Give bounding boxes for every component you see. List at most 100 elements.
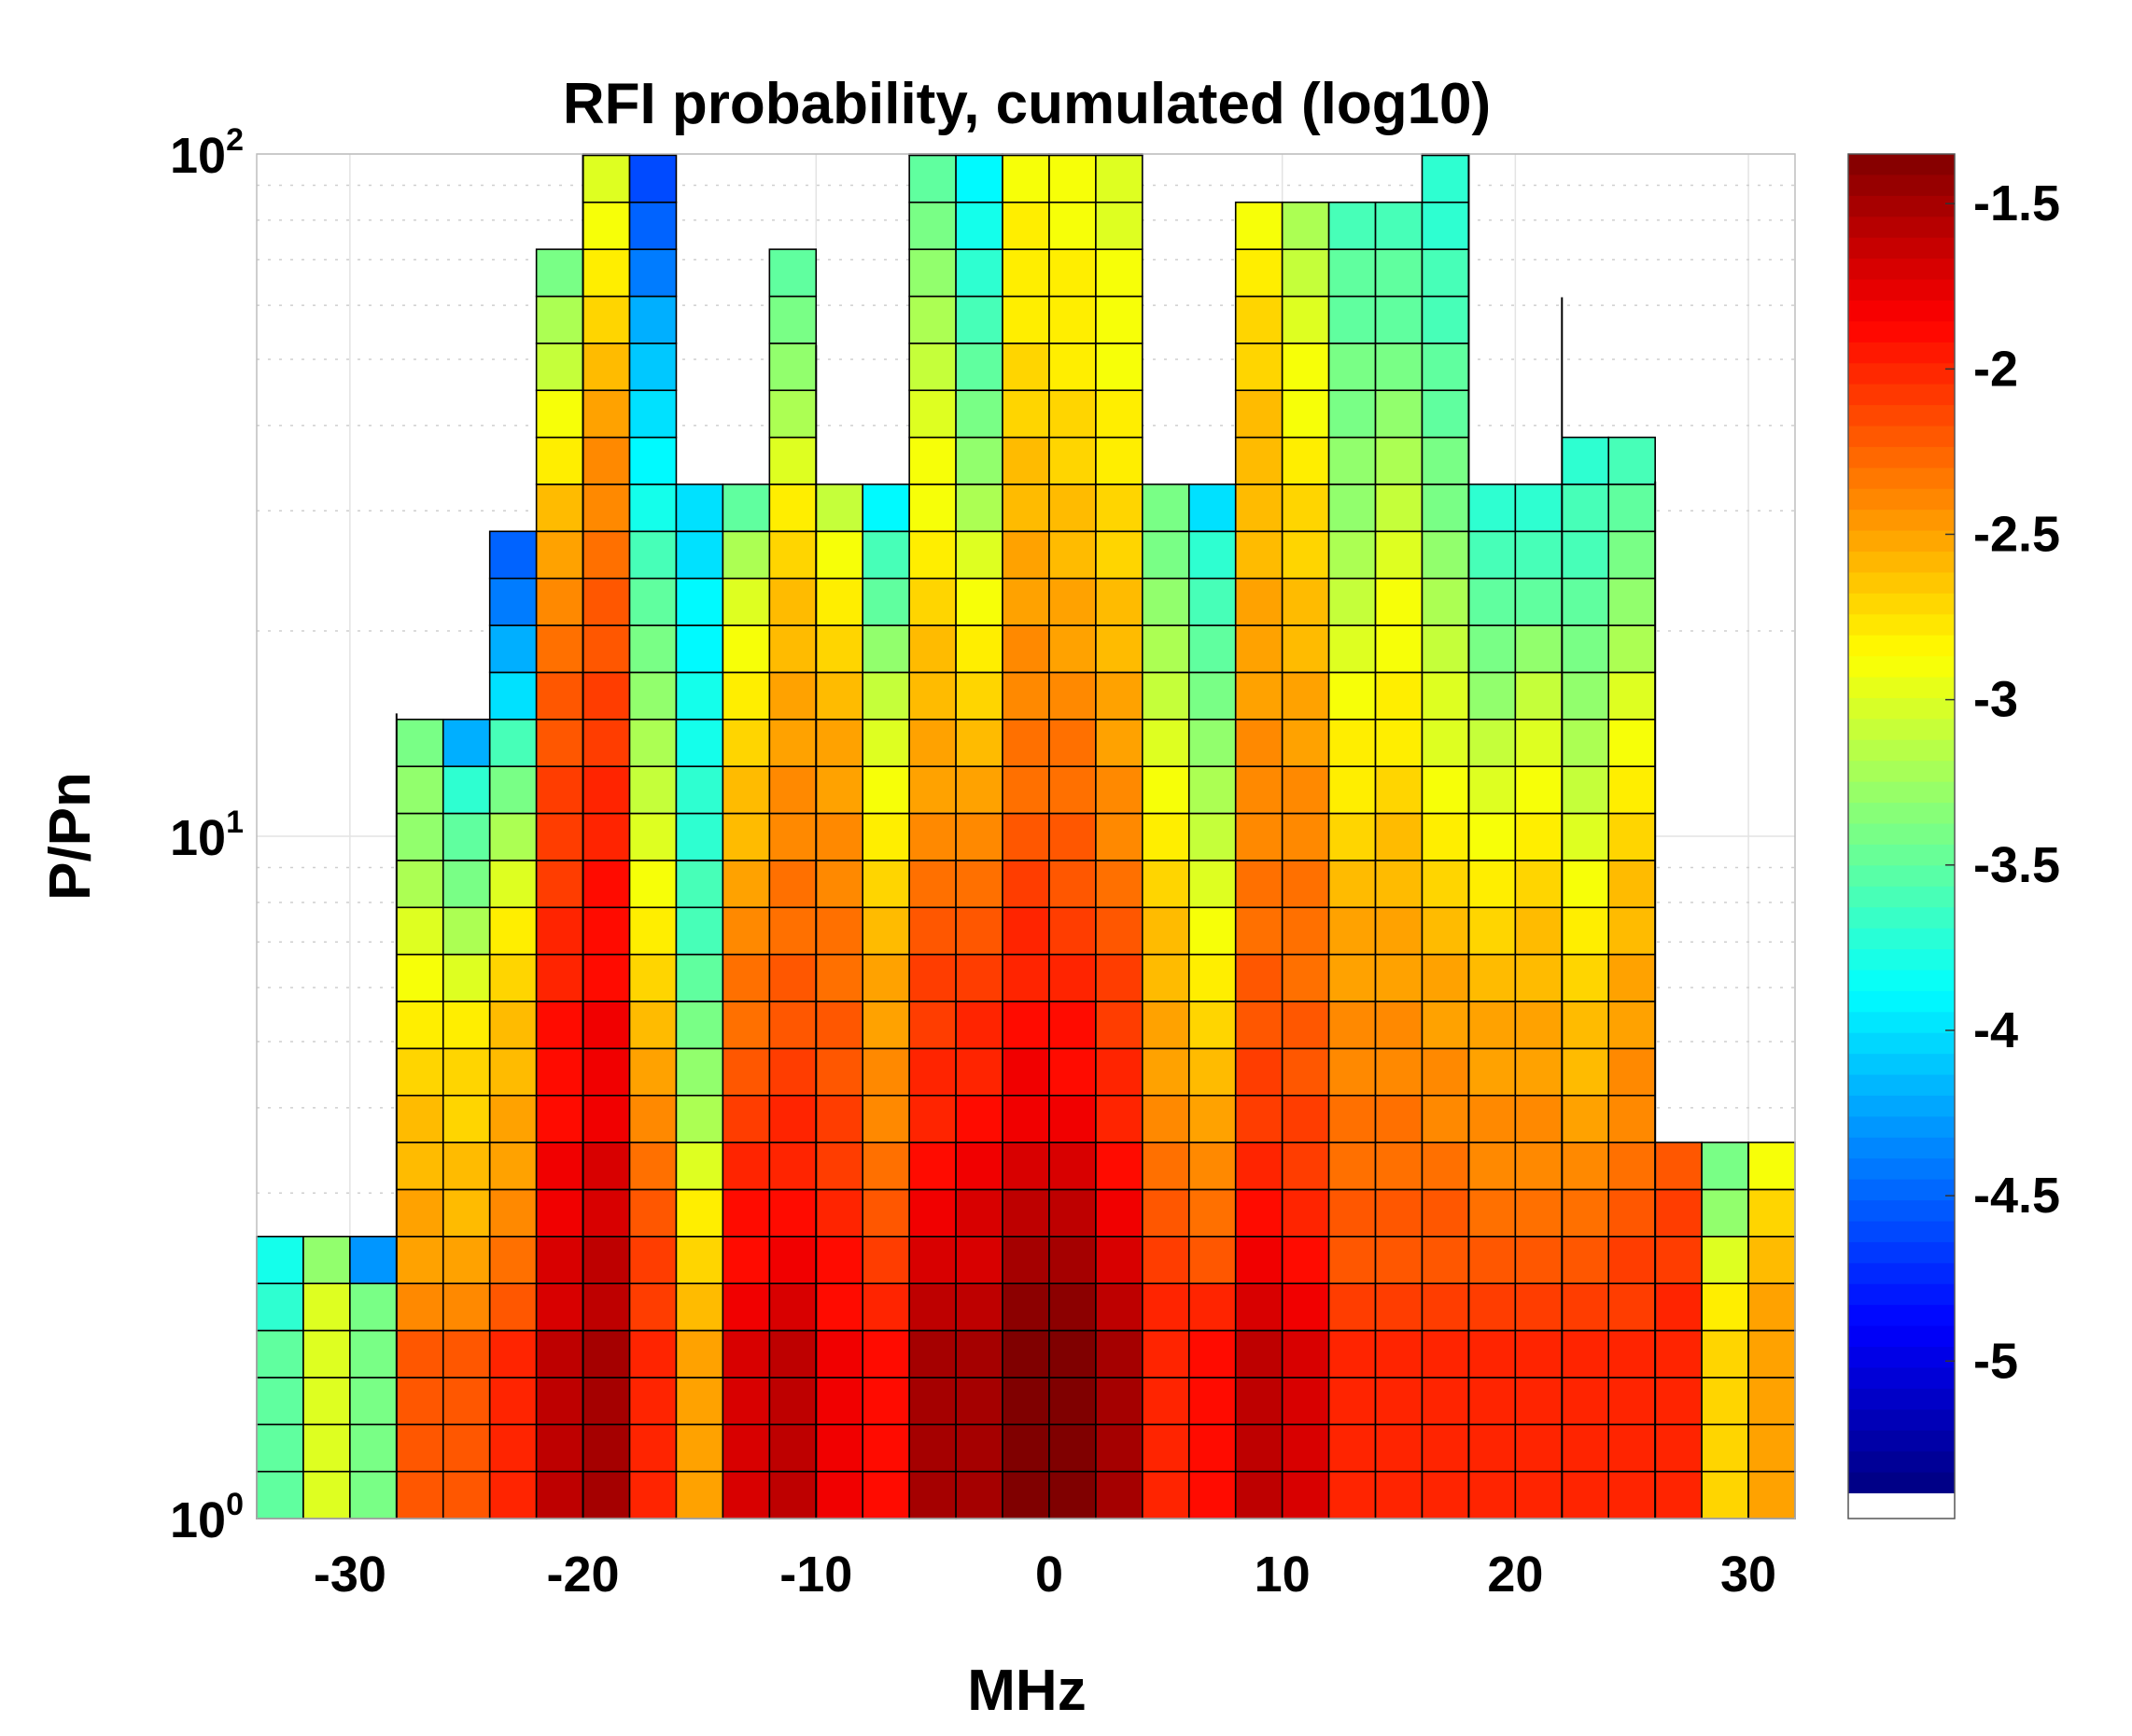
heatmap-cell <box>768 671 818 721</box>
colorbar-band <box>1848 1388 1955 1410</box>
heatmap-cell <box>1327 1423 1377 1473</box>
heatmap-cell <box>722 860 771 909</box>
heatmap-cell <box>908 483 957 533</box>
heatmap-cell <box>1514 1236 1564 1284</box>
heatmap-cell <box>1142 906 1190 956</box>
heatmap-cell <box>908 860 957 909</box>
heatmap-cell <box>815 1236 864 1284</box>
heatmap-cell <box>1467 1094 1517 1143</box>
heatmap-cell <box>582 765 631 815</box>
heatmap-cell <box>862 671 910 721</box>
heatmap-cell <box>1561 436 1610 485</box>
heatmap-cell <box>1048 906 1097 956</box>
heatmap-cell <box>1048 1141 1097 1191</box>
heatmap-cell <box>1327 1094 1377 1143</box>
heatmap-cell <box>1281 1470 1330 1519</box>
heatmap-cell <box>1281 718 1330 767</box>
heatmap-cell <box>1561 1141 1610 1191</box>
colorbar-band <box>1848 1347 1955 1369</box>
heatmap-cell <box>1514 860 1564 909</box>
heatmap-cell <box>1095 624 1143 674</box>
heatmap-cell <box>1374 577 1424 626</box>
heatmap-cell <box>862 1094 910 1143</box>
heatmap-cell <box>1607 1377 1656 1426</box>
heatmap-cell <box>955 1377 1003 1426</box>
heatmap-cell <box>1467 765 1517 815</box>
heatmap-cell <box>1048 154 1097 203</box>
heatmap-cell <box>1374 953 1424 1002</box>
heatmap-cell <box>1187 765 1237 815</box>
heatmap-cell <box>1048 953 1097 1002</box>
heatmap-cell <box>396 1001 444 1050</box>
heatmap-cell <box>1002 1047 1050 1097</box>
heatmap-cell <box>1374 1377 1424 1426</box>
colorbar: -1.5 -2 -2.5 -3 -3.5 -4 -4.5 -5 <box>1847 153 2060 1519</box>
heatmap-cell <box>582 1047 631 1097</box>
heatmap-cell <box>1607 718 1656 767</box>
heatmap-cell <box>488 1047 538 1097</box>
heatmap-cell <box>1374 343 1424 392</box>
heatmap-cell <box>302 1236 351 1284</box>
heatmap-cell <box>628 483 678 533</box>
heatmap-cell <box>908 1141 957 1191</box>
heatmap-cell <box>675 1001 724 1050</box>
heatmap-cell <box>1281 812 1330 861</box>
colorbar-tick-label: -3 <box>1973 672 2018 728</box>
heatmap-cell <box>955 1141 1003 1191</box>
colorbar-band <box>1848 865 1955 888</box>
heatmap-cell <box>1142 1094 1190 1143</box>
heatmap-cell <box>908 530 957 580</box>
colorbar-band <box>1848 1158 1955 1181</box>
heatmap-cell <box>1281 295 1330 344</box>
heatmap-cell <box>582 1329 631 1379</box>
heatmap-cell <box>862 1282 910 1332</box>
heatmap-cell <box>815 1047 864 1097</box>
heatmap-cell <box>535 1377 584 1426</box>
heatmap-cell <box>1281 624 1330 674</box>
heatmap-cell <box>1467 1377 1517 1426</box>
heatmap-cell <box>1095 201 1143 250</box>
heatmap-cell <box>628 1470 678 1519</box>
heatmap-cell <box>396 1423 444 1473</box>
heatmap-cell <box>535 1470 584 1519</box>
heatmap-cell <box>1327 530 1377 580</box>
colorbar-band <box>1848 990 1955 1013</box>
heatmap-cell <box>1095 906 1143 956</box>
heatmap-cell <box>442 1047 491 1097</box>
heatmap-cell <box>1561 953 1610 1002</box>
heatmap-cell <box>1002 1141 1050 1191</box>
heatmap-cell <box>768 860 818 909</box>
heatmap-cell <box>768 906 818 956</box>
heatmap-cell <box>1002 248 1050 298</box>
heatmap-cell <box>722 1423 771 1473</box>
heatmap-cell <box>1234 1282 1283 1332</box>
heatmap-cell <box>256 1329 304 1379</box>
heatmap-cell <box>1095 248 1143 298</box>
heatmap-cell <box>815 1329 864 1379</box>
heatmap-cell <box>722 1470 771 1519</box>
heatmap-cell <box>1281 860 1330 909</box>
heatmap-cell <box>1607 436 1656 485</box>
heatmap-cell <box>1142 577 1190 626</box>
heatmap-cell <box>535 765 584 815</box>
heatmap-cell <box>1002 624 1050 674</box>
heatmap-cell <box>1607 483 1656 533</box>
heatmap-cell <box>722 953 771 1002</box>
heatmap-cell <box>535 1329 584 1379</box>
heatmap-cell <box>1048 343 1097 392</box>
heatmap-cell <box>1654 1188 1703 1238</box>
heatmap-cell <box>1374 201 1424 250</box>
heatmap-cell <box>862 1377 910 1426</box>
heatmap-cell <box>396 1141 444 1191</box>
heatmap-cell <box>256 1236 304 1284</box>
colorbar-band <box>1848 321 1955 343</box>
heatmap-cell <box>1374 1188 1424 1238</box>
colorbar-band <box>1848 1221 1955 1243</box>
heatmap-cell <box>1561 624 1610 674</box>
heatmap-cell <box>1327 1329 1377 1379</box>
heatmap-cell <box>1187 718 1237 767</box>
heatmap-cell <box>1142 1329 1190 1379</box>
heatmap-cell <box>955 1188 1003 1238</box>
heatmap-cell <box>1048 1047 1097 1097</box>
heatmap-cell <box>1002 154 1050 203</box>
